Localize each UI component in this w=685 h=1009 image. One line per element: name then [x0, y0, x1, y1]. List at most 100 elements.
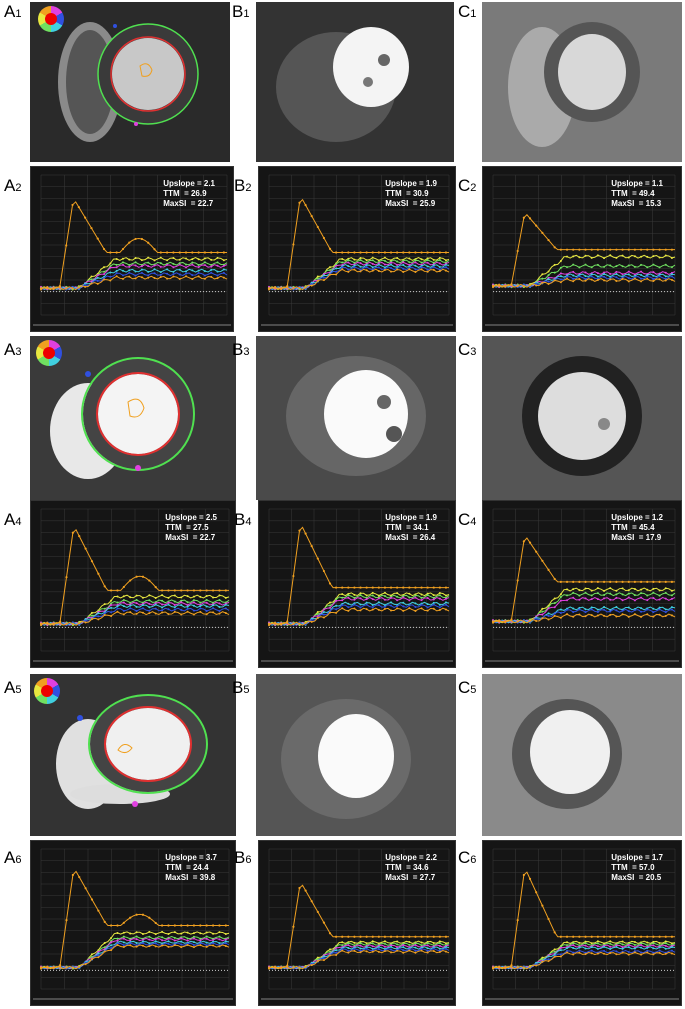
data-point	[322, 616, 325, 619]
mri-image-B5	[256, 674, 456, 836]
data-point	[541, 958, 544, 961]
aif-point	[432, 586, 435, 589]
data-point	[371, 606, 374, 609]
aif-point	[116, 589, 119, 592]
data-point	[154, 602, 157, 605]
data-point	[438, 266, 441, 269]
aif-point	[402, 251, 405, 254]
data-point	[166, 259, 169, 262]
aif-point	[304, 889, 307, 892]
data-point	[444, 594, 447, 597]
data-point	[646, 599, 649, 602]
data-point	[640, 592, 643, 595]
data-point	[161, 603, 164, 606]
data-point	[383, 942, 386, 945]
data-point	[402, 943, 405, 946]
data-point	[341, 593, 344, 596]
data-point	[664, 275, 667, 278]
data-point	[584, 279, 587, 282]
aif-point	[90, 226, 93, 230]
data-point	[566, 951, 569, 954]
data-point	[135, 938, 138, 941]
data-point	[377, 266, 380, 269]
aif-point	[167, 924, 170, 927]
data-point	[578, 951, 581, 954]
aif-point	[135, 913, 138, 916]
data-point	[633, 275, 636, 278]
data-point	[172, 256, 175, 259]
aif-point	[615, 580, 618, 583]
data-point	[566, 599, 569, 602]
data-point	[135, 598, 138, 601]
aif-point	[211, 924, 215, 927]
data-point	[420, 268, 423, 271]
data-point	[191, 278, 194, 281]
data-point	[341, 599, 344, 602]
aif-point	[565, 580, 569, 583]
data-point	[414, 264, 417, 267]
data-point	[116, 937, 119, 940]
aif-point	[205, 924, 208, 927]
data-point	[322, 608, 325, 611]
data-point	[547, 618, 550, 621]
aif-point	[134, 237, 137, 241]
data-point	[122, 946, 125, 949]
data-point	[603, 589, 606, 592]
data-point	[566, 947, 569, 950]
data-point	[615, 589, 618, 592]
data-point	[316, 958, 319, 961]
data-point	[128, 258, 131, 261]
data-point	[402, 951, 405, 954]
aif-point	[670, 580, 674, 583]
data-point	[414, 596, 417, 599]
aif-point	[292, 574, 295, 578]
data-point	[167, 940, 170, 943]
data-point	[322, 279, 325, 282]
aif-point	[122, 921, 125, 924]
data-point	[110, 599, 113, 602]
data-point	[161, 606, 164, 609]
aif-point	[140, 237, 143, 241]
data-point	[633, 587, 636, 590]
data-point	[566, 277, 569, 280]
data-point	[396, 940, 399, 943]
data-point	[438, 597, 441, 600]
data-point	[633, 265, 636, 268]
data-point	[116, 607, 119, 610]
data-point	[205, 945, 208, 948]
data-point	[414, 261, 417, 264]
data-point	[553, 950, 556, 953]
data-point	[402, 601, 405, 604]
data-point	[590, 594, 593, 597]
data-point	[627, 264, 630, 267]
data-point	[78, 965, 81, 968]
data-point	[218, 602, 221, 605]
aif-point	[39, 287, 43, 290]
aif-point	[347, 935, 350, 938]
data-point	[396, 599, 399, 602]
data-point	[535, 282, 538, 285]
data-point	[646, 588, 649, 591]
data-point	[147, 261, 150, 264]
aif-point	[596, 935, 599, 938]
data-point	[140, 271, 143, 274]
aif-point	[377, 935, 380, 938]
data-point	[664, 279, 667, 282]
data-point	[553, 263, 556, 266]
data-point	[566, 949, 569, 952]
chart-B6: Upslope = 2.2 TTM = 34.6 MaxSI = 27.7	[258, 840, 456, 1006]
aif-point	[498, 284, 501, 287]
data-point	[590, 942, 593, 945]
aif-point	[353, 251, 356, 254]
data-point	[135, 612, 138, 615]
data-point	[522, 284, 525, 287]
data-point	[615, 256, 618, 259]
panel-label-B1: B1	[232, 2, 250, 21]
data-point	[646, 951, 649, 954]
data-point	[408, 940, 411, 943]
aif-point	[147, 241, 150, 244]
data-point	[603, 265, 606, 268]
data-point	[216, 274, 219, 277]
curve-plot-C6	[485, 848, 679, 1000]
aif-point	[377, 586, 380, 589]
